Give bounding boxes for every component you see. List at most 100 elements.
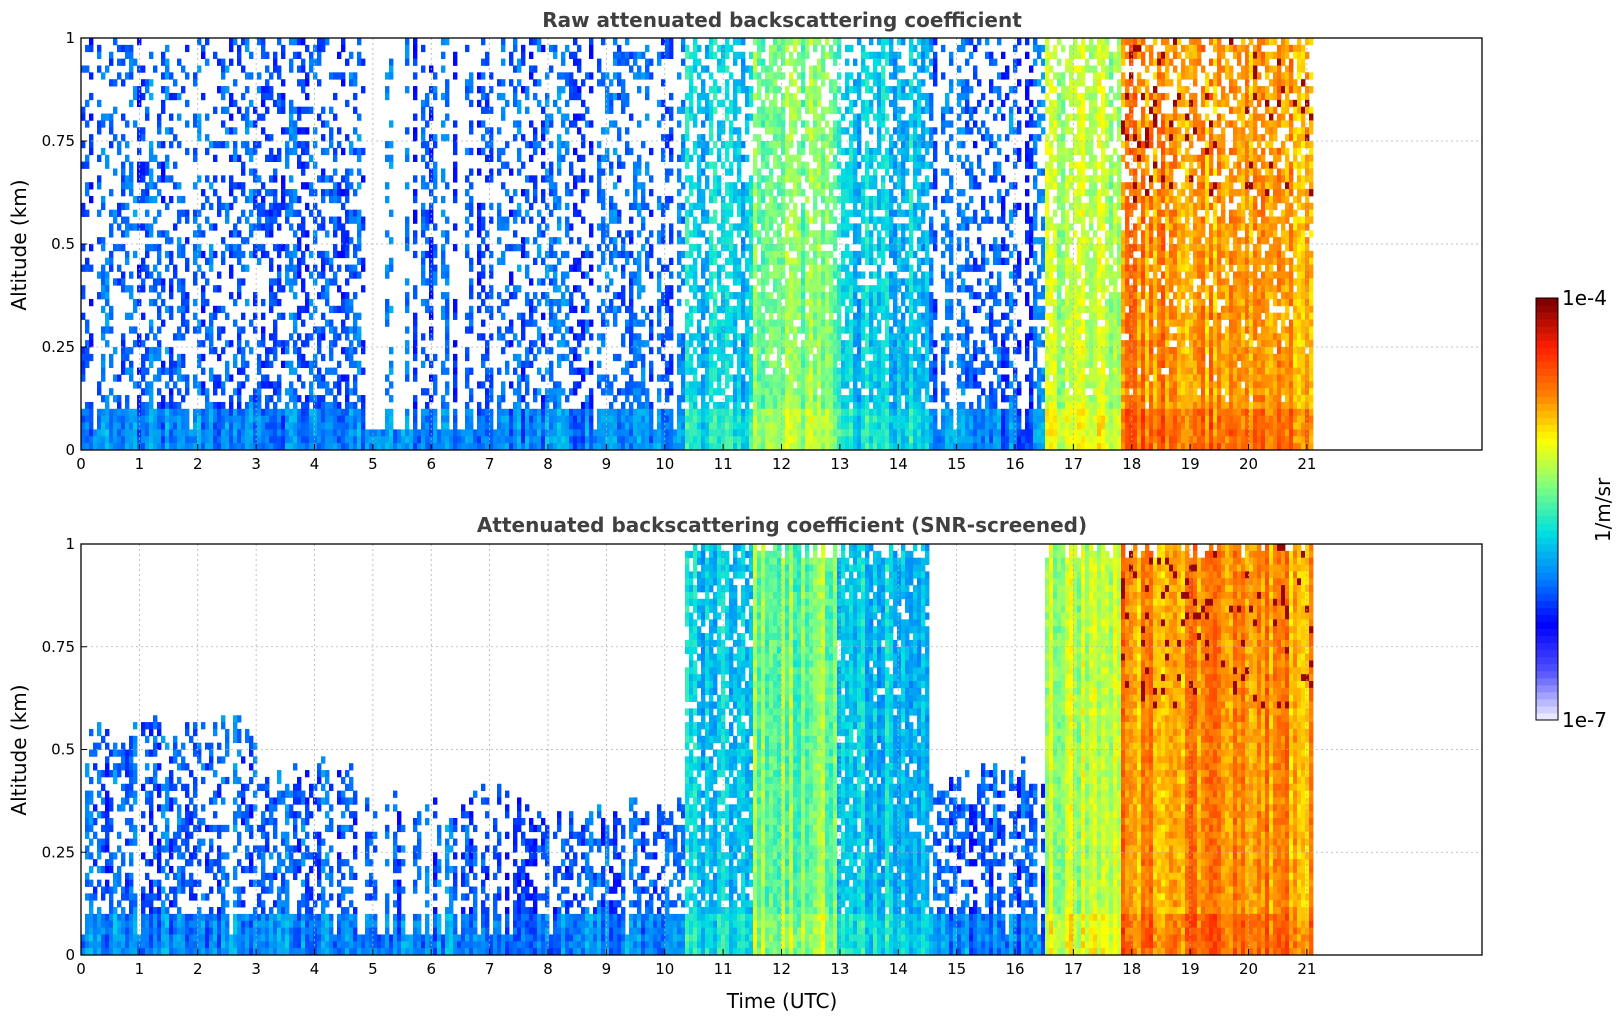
heatmap-cell [729,134,734,142]
heatmap-cell [429,237,434,245]
heatmap-cell [649,250,654,259]
heatmap-cell [633,195,638,204]
heatmap-cell [317,333,322,341]
heatmap-cell [689,51,694,59]
heatmap-cell [769,388,774,396]
heatmap-cell [809,182,814,190]
heatmap-cell [209,367,214,375]
heatmap-cell [561,298,566,307]
heatmap-cell [725,230,730,238]
heatmap-cell [633,175,638,183]
heatmap-cell [405,443,410,451]
heatmap-cell [713,189,718,197]
heatmap-cell [669,106,674,114]
heatmap-cell [185,99,190,108]
heatmap-cell [657,388,662,396]
heatmap-cell [421,65,426,73]
heatmap-cell [433,250,438,259]
heatmap-cell [309,381,314,389]
heatmap-cell [525,401,530,410]
heatmap-cell [605,415,610,423]
heatmap-cell [733,58,738,66]
heatmap-cell [729,99,734,108]
heatmap-cell [681,250,686,259]
heatmap-cell [385,388,390,396]
heatmap-cell [321,175,326,183]
heatmap-cell [693,182,698,190]
heatmap-cell [413,429,418,437]
heatmap-cell [701,374,706,382]
heatmap-cell [465,353,470,362]
heatmap-cell [517,65,522,73]
heatmap-cell [433,168,438,176]
heatmap-cell [453,395,458,403]
heatmap-cell [361,264,366,272]
heatmap-cell [517,374,522,382]
heatmap-cell [681,360,686,368]
heatmap-cell [513,99,518,108]
heatmap-cell [797,86,802,94]
heatmap-cell [809,230,814,238]
heatmap-cell [793,271,798,279]
heatmap-cell [329,216,334,224]
heatmap-cell [741,244,746,252]
heatmap-cell [589,436,594,444]
heatmap-cell [669,237,674,245]
heatmap-cell [805,381,810,389]
heatmap-cell [785,395,790,403]
heatmap-cell [649,326,654,334]
heatmap-cell [489,271,494,279]
heatmap-cell [805,209,810,217]
heatmap-cell [813,175,818,183]
heatmap-cell [785,237,790,245]
heatmap-cell [345,312,350,320]
heatmap-cell [413,422,418,430]
heatmap-cell [589,120,594,128]
heatmap-cell [713,436,718,444]
heatmap-cell [197,120,202,128]
heatmap-cell [729,292,734,300]
heatmap-cell [433,388,438,396]
heatmap-cell [565,353,570,362]
heatmap-cell [169,401,174,410]
heatmap-cell [625,326,630,334]
heatmap-cell [113,79,118,87]
heatmap-cell [349,216,354,224]
heatmap-cell [721,127,726,135]
heatmap-cell [793,422,798,430]
heatmap-cell [777,141,782,149]
heatmap-cell [693,367,698,375]
heatmap-cell [625,381,630,389]
heatmap-cell [257,257,262,265]
heatmap-cell [541,147,546,156]
heatmap-cell [345,168,350,176]
heatmap-cell [793,408,798,417]
heatmap-cell [273,298,278,307]
heatmap-cell [345,298,350,307]
heatmap-cell [477,86,482,94]
heatmap-cell [385,319,390,327]
heatmap-cell [453,51,458,59]
heatmap-cell [169,72,174,80]
heatmap-cell [289,38,294,46]
heatmap-cell [445,326,450,334]
heatmap-cell [761,113,766,121]
heatmap-cell [613,415,618,423]
heatmap-cell [613,147,618,156]
heatmap-cell [421,264,426,272]
heatmap-cell [725,395,730,403]
heatmap-cell [245,374,250,382]
heatmap-cell [633,360,638,368]
heatmap-cell [281,244,286,252]
heatmap-cell [237,436,242,444]
heatmap-cell [333,415,338,423]
heatmap-cell [749,65,754,73]
heatmap-cell [769,271,774,279]
heatmap-cell [129,189,134,197]
heatmap-cell [725,408,730,417]
heatmap-cell [681,44,686,53]
heatmap-cell [389,408,394,417]
heatmap-cell [685,106,690,114]
heatmap-cell [589,264,594,272]
heatmap-cell [601,429,606,437]
